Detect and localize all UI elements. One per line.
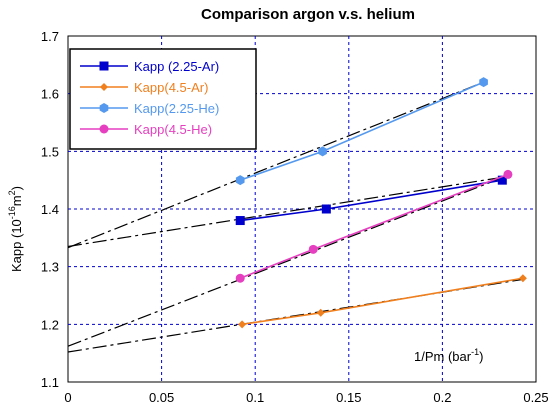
y-tick-label: 1.7 xyxy=(41,29,59,44)
legend-label: Kapp (2.25-Ar) xyxy=(134,59,219,74)
data-point xyxy=(235,273,245,283)
series xyxy=(235,77,488,186)
legend-label: Kapp(2.25-He) xyxy=(134,101,219,116)
data-point xyxy=(518,274,527,283)
data-point xyxy=(503,169,513,179)
legend-marker xyxy=(99,103,109,113)
series xyxy=(238,274,527,329)
data-point xyxy=(235,175,245,186)
y-axis-label: Kapp (10-16m2) xyxy=(7,186,24,272)
legend-marker xyxy=(99,61,109,71)
data-point xyxy=(321,204,331,214)
data-point xyxy=(235,216,245,226)
series xyxy=(235,175,507,226)
legend-marker xyxy=(100,83,108,91)
legend: Kapp (2.25-Ar) Kapp(4.5-Ar) Kapp(2.25-He) K… xyxy=(69,48,257,150)
data-point xyxy=(497,175,507,185)
data-point xyxy=(318,146,327,157)
x-tick-label: 0.15 xyxy=(336,390,361,405)
legend-label: Kapp(4.5-Ar) xyxy=(134,80,208,95)
data-point xyxy=(308,244,318,254)
y-tick-label: 1.1 xyxy=(41,375,59,390)
data-point xyxy=(316,308,325,317)
y-tick-label: 1.3 xyxy=(41,260,59,275)
y-tick-label: 1.5 xyxy=(41,144,59,159)
tick-labels: 0 0.05 0.1 0.15 0.2 0.25 1.1 1.2 1.3 1.4 1.5 1.6 1.7 xyxy=(41,29,549,405)
legend-marker xyxy=(99,124,109,134)
chart-title: Comparison argon v.s. helium xyxy=(201,6,415,23)
data-point xyxy=(238,320,247,329)
legend-label: Kapp(4.5-He) xyxy=(134,122,212,137)
x-tick-label: 0.05 xyxy=(149,390,174,405)
x-axis-label: 1/Pm (bar-1) xyxy=(414,347,483,364)
series-layer xyxy=(235,77,527,329)
x-tick-label: 0.25 xyxy=(523,390,548,405)
y-tick-label: 1.6 xyxy=(41,87,59,102)
x-tick-label: 0.1 xyxy=(246,390,264,405)
series xyxy=(235,169,513,283)
y-tick-label: 1.2 xyxy=(41,317,59,332)
x-tick-label: 0 xyxy=(64,390,71,405)
data-point xyxy=(479,77,488,88)
fit-line xyxy=(67,176,503,248)
fit-line xyxy=(67,174,509,347)
y-tick-label: 1.4 xyxy=(41,202,59,217)
x-tick-label: 0.2 xyxy=(433,390,451,405)
